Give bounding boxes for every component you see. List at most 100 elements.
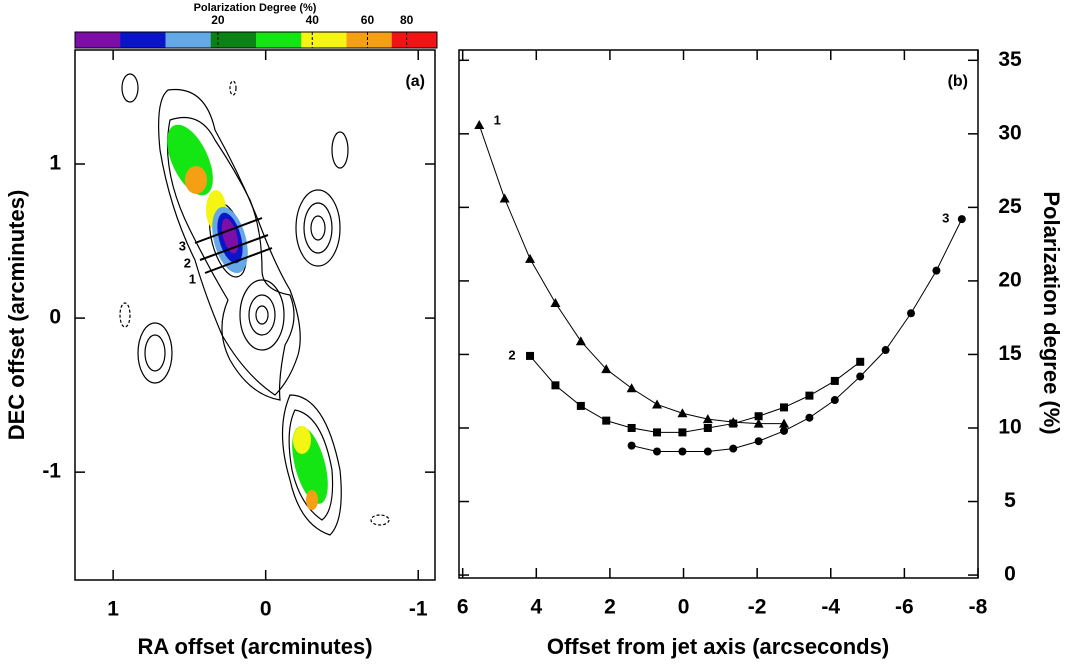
contour: [370, 514, 390, 526]
series-line: [478, 124, 785, 425]
colorbar-segment: [75, 32, 121, 48]
marker: [677, 408, 688, 418]
colorbar-segment: [256, 32, 302, 48]
marker: [780, 403, 789, 412]
x-tick-label: 1: [107, 598, 119, 621]
marker: [856, 357, 865, 366]
contour: [295, 189, 341, 267]
marker: [627, 423, 636, 432]
marker: [526, 351, 535, 360]
x-axis-label: RA offset (arcminutes): [137, 634, 372, 659]
y-tick-label: 30: [998, 121, 1021, 144]
marker: [881, 346, 890, 355]
marker: [805, 413, 814, 422]
marker: [602, 416, 611, 425]
marker: [653, 447, 662, 456]
x-tick-label: -2: [748, 596, 767, 619]
cut-label: 3: [179, 238, 186, 253]
marker: [932, 266, 941, 275]
panel-label: (b): [948, 73, 968, 90]
contour: [119, 302, 131, 328]
colorbar-segment: [120, 32, 166, 48]
y-tick-label: 10: [998, 416, 1021, 439]
colorbar-segment: [391, 32, 438, 48]
y-tick-label: 15: [998, 342, 1022, 365]
contour: [229, 80, 237, 96]
marker: [754, 437, 763, 446]
colorbar-tick-label: 40: [306, 13, 320, 27]
y-tick-label: 25: [998, 195, 1022, 218]
colorbar-segment: [165, 32, 212, 48]
marker: [703, 423, 712, 432]
series-label: 2: [508, 347, 515, 362]
cut-line: [194, 217, 263, 244]
marker: [830, 396, 839, 405]
panel-label: (a): [405, 73, 425, 90]
frame: [74, 49, 436, 581]
colorbar-tick-label: 60: [361, 13, 375, 27]
contour: [248, 294, 276, 336]
y-tick-label: -1: [42, 460, 61, 483]
y-tick-label: 20: [998, 268, 1021, 291]
marker: [702, 414, 713, 424]
colorbar-tick-label: 80: [400, 13, 414, 27]
pol-patch: [293, 426, 311, 454]
marker: [703, 447, 712, 456]
contour: [310, 215, 326, 241]
x-tick-label: -8: [969, 596, 988, 619]
marker: [729, 444, 738, 453]
colorbar-segment: [346, 32, 393, 48]
marker: [830, 376, 839, 385]
series-line: [631, 218, 963, 453]
colorbar-tick-label: 20: [211, 13, 225, 27]
marker: [907, 309, 916, 318]
marker: [753, 418, 764, 428]
series-label: 1: [494, 112, 501, 127]
cut-line: [199, 234, 269, 261]
series-label: 3: [942, 211, 949, 226]
marker: [551, 381, 560, 390]
y-tick-label: 35: [998, 48, 1022, 71]
frame: [458, 49, 979, 579]
y-axis-label: Polarization degree (%): [1039, 191, 1064, 434]
x-tick-label: -1: [409, 598, 428, 621]
contour: [331, 131, 349, 169]
x-tick-label: 4: [530, 596, 542, 619]
contour: [288, 409, 334, 521]
marker: [525, 253, 536, 263]
colorbar-frame: [74, 31, 438, 49]
cut-label: 2: [184, 255, 191, 270]
contour: [121, 73, 139, 103]
y-tick-label: 0: [49, 306, 61, 329]
marker: [601, 364, 612, 374]
cut-line: [204, 247, 273, 274]
marker: [575, 336, 586, 346]
marker: [576, 401, 585, 410]
map: [119, 73, 390, 536]
marker: [474, 120, 485, 130]
marker: [856, 372, 865, 381]
contour: [239, 279, 285, 351]
x-tick-label: 2: [604, 596, 616, 619]
marker: [678, 447, 687, 456]
x-tick-label: -4: [821, 596, 840, 619]
x-tick-label: 0: [260, 598, 272, 621]
pol-patch: [306, 490, 318, 510]
x-tick-label: -6: [895, 596, 914, 619]
series-line: [529, 355, 861, 433]
colorbar-segment: [210, 32, 257, 48]
marker: [780, 426, 789, 435]
contour: [144, 334, 166, 372]
marker: [729, 419, 738, 428]
y-tick-label: 5: [1004, 489, 1016, 512]
x-tick-label: 0: [678, 596, 690, 619]
contour: [158, 88, 301, 396]
contour: [281, 394, 342, 536]
contour: [137, 322, 173, 384]
marker: [653, 428, 662, 437]
pol-patch: [185, 166, 207, 194]
pol-patch: [221, 218, 239, 254]
cut-label: 1: [189, 271, 196, 286]
marker: [626, 383, 637, 393]
